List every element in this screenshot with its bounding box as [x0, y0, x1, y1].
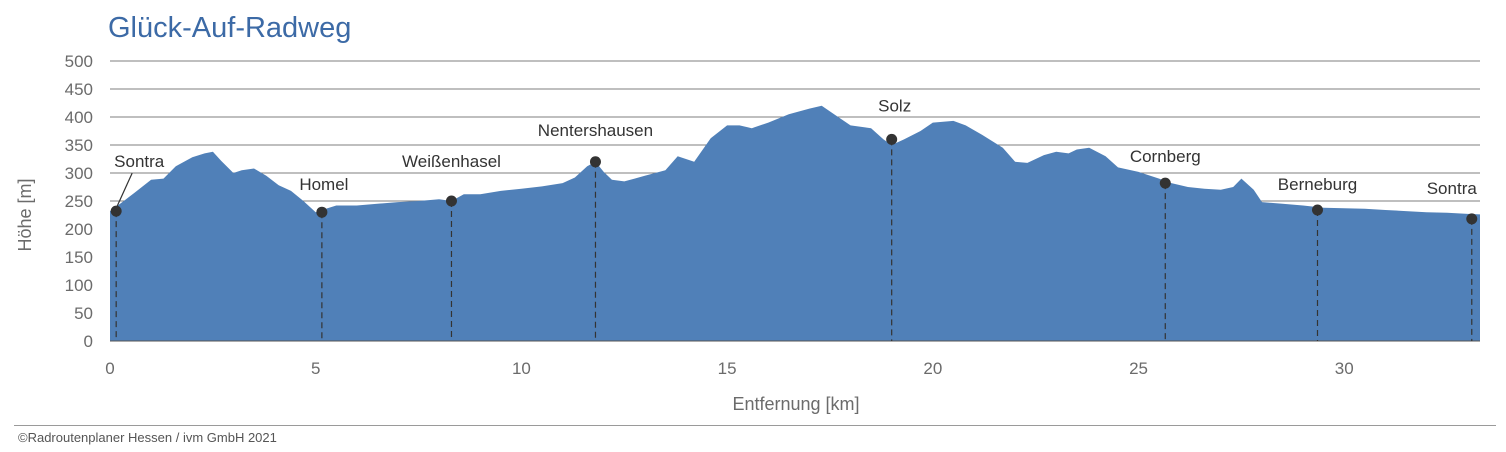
x-tick-label: 15	[718, 359, 737, 378]
place-marker-dot	[110, 205, 122, 217]
marker-leader-line	[116, 172, 133, 207]
elevation-area	[110, 105, 1480, 341]
place-marker-dot	[445, 195, 457, 207]
y-axis-ticks: 0 50 100 150 200 250 300 350 400 450 500	[65, 52, 93, 351]
footer-divider	[14, 425, 1496, 426]
y-tick-label: 400	[65, 108, 93, 127]
place-marker-dot	[1466, 213, 1478, 225]
y-axis-label: Höhe [m]	[15, 178, 35, 251]
place-label: Nentershausen	[538, 121, 653, 140]
place-markers: Sontra Homel Weißenhasel Nentershausen Solz C…	[110, 96, 1478, 341]
y-tick-label: 0	[84, 332, 93, 351]
place-marker-dot	[316, 206, 328, 218]
x-tick-label: 10	[512, 359, 531, 378]
place-label: Weißenhasel	[402, 152, 501, 171]
y-tick-label: 200	[65, 220, 93, 239]
place-label: Homel	[299, 175, 348, 194]
y-tick-label: 500	[65, 52, 93, 71]
place-label: Sontra	[1427, 179, 1478, 198]
y-tick-label: 350	[65, 136, 93, 155]
x-tick-label: 20	[923, 359, 942, 378]
place-label: Sontra	[114, 152, 165, 171]
x-tick-label: 30	[1335, 359, 1354, 378]
place-label: Cornberg	[1130, 147, 1201, 166]
place-label: Solz	[878, 96, 911, 115]
place-marker-dot	[886, 133, 898, 145]
y-tick-label: 250	[65, 192, 93, 211]
x-tick-label: 5	[311, 359, 320, 378]
y-tick-label: 450	[65, 80, 93, 99]
y-tick-label: 150	[65, 248, 93, 267]
y-tick-label: 300	[65, 164, 93, 183]
x-axis-label: Entfernung [km]	[732, 394, 859, 414]
place-marker-dot	[1311, 204, 1323, 216]
elevation-area-layer	[110, 105, 1480, 342]
x-tick-label: 25	[1129, 359, 1148, 378]
y-tick-label: 100	[65, 276, 93, 295]
x-axis-ticks: 0 5 10 15 20 25 30	[105, 359, 1353, 378]
place-label: Berneburg	[1278, 175, 1357, 194]
place-marker-dot	[589, 156, 601, 168]
chart-title: Glück-Auf-Radweg	[108, 12, 352, 44]
x-tick-label: 0	[105, 359, 114, 378]
y-tick-label: 50	[74, 304, 93, 323]
place-marker-dot	[1159, 177, 1171, 189]
copyright-text: ©Radroutenplaner Hessen / ivm GmbH 2021	[18, 430, 277, 445]
